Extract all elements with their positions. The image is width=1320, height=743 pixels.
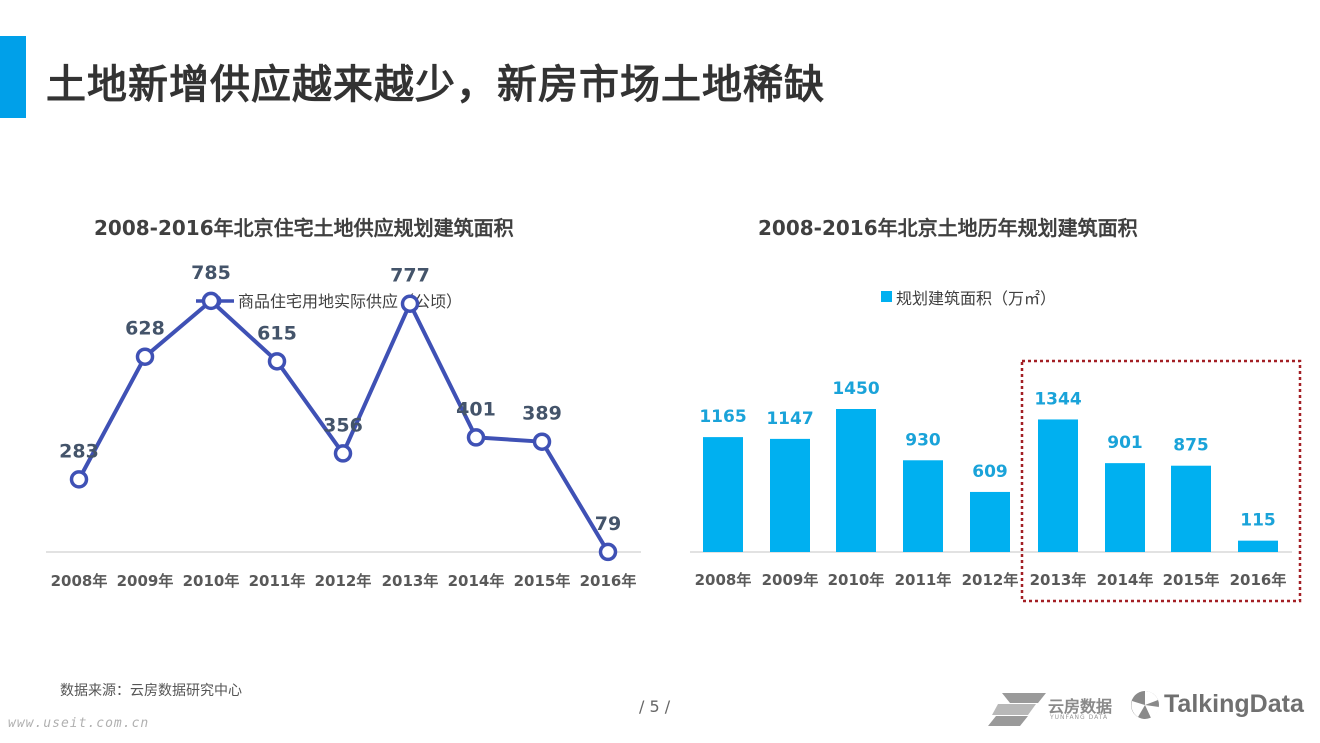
line-chart-tick-label: 2013年 xyxy=(382,572,439,590)
line-chart-tick-label: 2016年 xyxy=(580,572,637,590)
line-chart-point xyxy=(400,294,420,313)
talkingdata-logo: TalkingData xyxy=(1130,688,1310,724)
bar-chart-tick-label: 2014年 xyxy=(1097,571,1154,589)
line-chart-point xyxy=(135,347,155,366)
bar-chart-bar xyxy=(1105,463,1145,552)
bar-chart-tick-label: 2008年 xyxy=(695,571,752,589)
bar-chart-data-label: 609 xyxy=(972,462,1008,482)
bar-chart-title: 2008-2016年北京土地历年规划建筑面积 xyxy=(758,216,1138,240)
bar-chart-tick-label: 2011年 xyxy=(895,571,952,589)
bar-chart-data-label: 1344 xyxy=(1034,389,1081,409)
bar-chart-highlight-box xyxy=(1020,359,1302,603)
page-title: 土地新增供应越来越少，新房市场土地稀缺 xyxy=(46,62,825,108)
bar-chart-tick-label: 2009年 xyxy=(762,571,819,589)
watermark-text: www.useit.com.cn xyxy=(8,716,150,731)
line-chart-data-label: 356 xyxy=(323,414,363,436)
line-chart-data-label: 777 xyxy=(390,265,430,287)
bar-chart-tick-label: 2016年 xyxy=(1230,571,1287,589)
talkingdata-logo-text: TalkingData xyxy=(1164,690,1304,718)
yunfang-logo: 云房数据 YUNFANG DATA xyxy=(988,689,1128,729)
line-chart-tick-label: 2010年 xyxy=(183,572,240,590)
line-chart-point xyxy=(333,444,353,463)
bar-chart-data-label: 1147 xyxy=(766,409,813,429)
title-accent-bar xyxy=(0,36,26,118)
line-chart-point xyxy=(69,470,89,489)
bar-chart-data-label: 1450 xyxy=(832,379,879,399)
line-chart-data-label: 401 xyxy=(456,398,496,420)
line-chart-data-label: 79 xyxy=(595,513,621,535)
bar-chart-bar xyxy=(770,438,810,552)
line-chart-data-label: 389 xyxy=(522,403,562,425)
bar-chart-tick-label: 2010年 xyxy=(828,571,885,589)
line-chart-tick-label: 2012年 xyxy=(315,572,372,590)
line-chart-tick-label: 2009年 xyxy=(117,572,174,590)
bar-chart-tick-label: 2013年 xyxy=(1030,571,1087,589)
line-chart-legend-label: 商品住宅用地实际供应（公顷） xyxy=(238,292,462,311)
talkingdata-logo-icon xyxy=(1131,691,1159,719)
bar-chart-bar xyxy=(970,491,1010,552)
line-chart-data-label: 615 xyxy=(257,322,297,344)
bar-chart-legend-label: 规划建筑面积（万㎡） xyxy=(896,289,1056,308)
line-chart-point xyxy=(201,291,221,311)
bar-chart-bar xyxy=(836,409,876,552)
bar-chart-legend-swatch xyxy=(881,291,892,302)
line-chart-tick-label: 2015年 xyxy=(514,572,571,590)
bar-chart-bar xyxy=(703,437,743,552)
bar-chart-tick-label: 2015年 xyxy=(1163,571,1220,589)
line-chart-point xyxy=(466,428,486,447)
yunfang-logo-text: 云房数据 xyxy=(1048,697,1113,716)
line-chart-point xyxy=(598,542,618,562)
line-chart-data-label: 283 xyxy=(59,440,99,462)
line-chart-point xyxy=(267,352,287,371)
bar-chart-bar xyxy=(1171,465,1211,552)
bar-chart-data-label: 901 xyxy=(1107,433,1143,453)
line-chart-point xyxy=(532,432,552,451)
bar-chart-bar xyxy=(1038,419,1078,552)
line-chart-tick-label: 2014年 xyxy=(448,572,505,590)
bar-chart-bar xyxy=(903,460,943,552)
yunfang-logo-icon xyxy=(988,693,1046,726)
bar-chart-data-label: 1165 xyxy=(699,407,746,427)
line-chart-title: 2008-2016年北京住宅土地供应规划建筑面积 xyxy=(94,216,514,240)
bar-chart-data-label: 115 xyxy=(1240,511,1276,531)
data-source-note: 数据来源：云房数据研究中心 xyxy=(60,683,242,699)
yunfang-logo-subtext: YUNFANG DATA xyxy=(1050,714,1109,721)
line-chart-data-label: 628 xyxy=(125,318,165,340)
line-chart-tick-label: 2008年 xyxy=(51,572,108,590)
page-number: / 5 / xyxy=(639,697,671,716)
bar-chart-bar xyxy=(1238,540,1278,552)
line-chart-tick-label: 2011年 xyxy=(249,572,306,590)
line-chart-data-label: 785 xyxy=(191,262,231,284)
bar-chart-data-label: 875 xyxy=(1173,436,1209,456)
bar-chart-tick-label: 2012年 xyxy=(962,571,1019,589)
bar-chart-data-label: 930 xyxy=(905,430,941,450)
